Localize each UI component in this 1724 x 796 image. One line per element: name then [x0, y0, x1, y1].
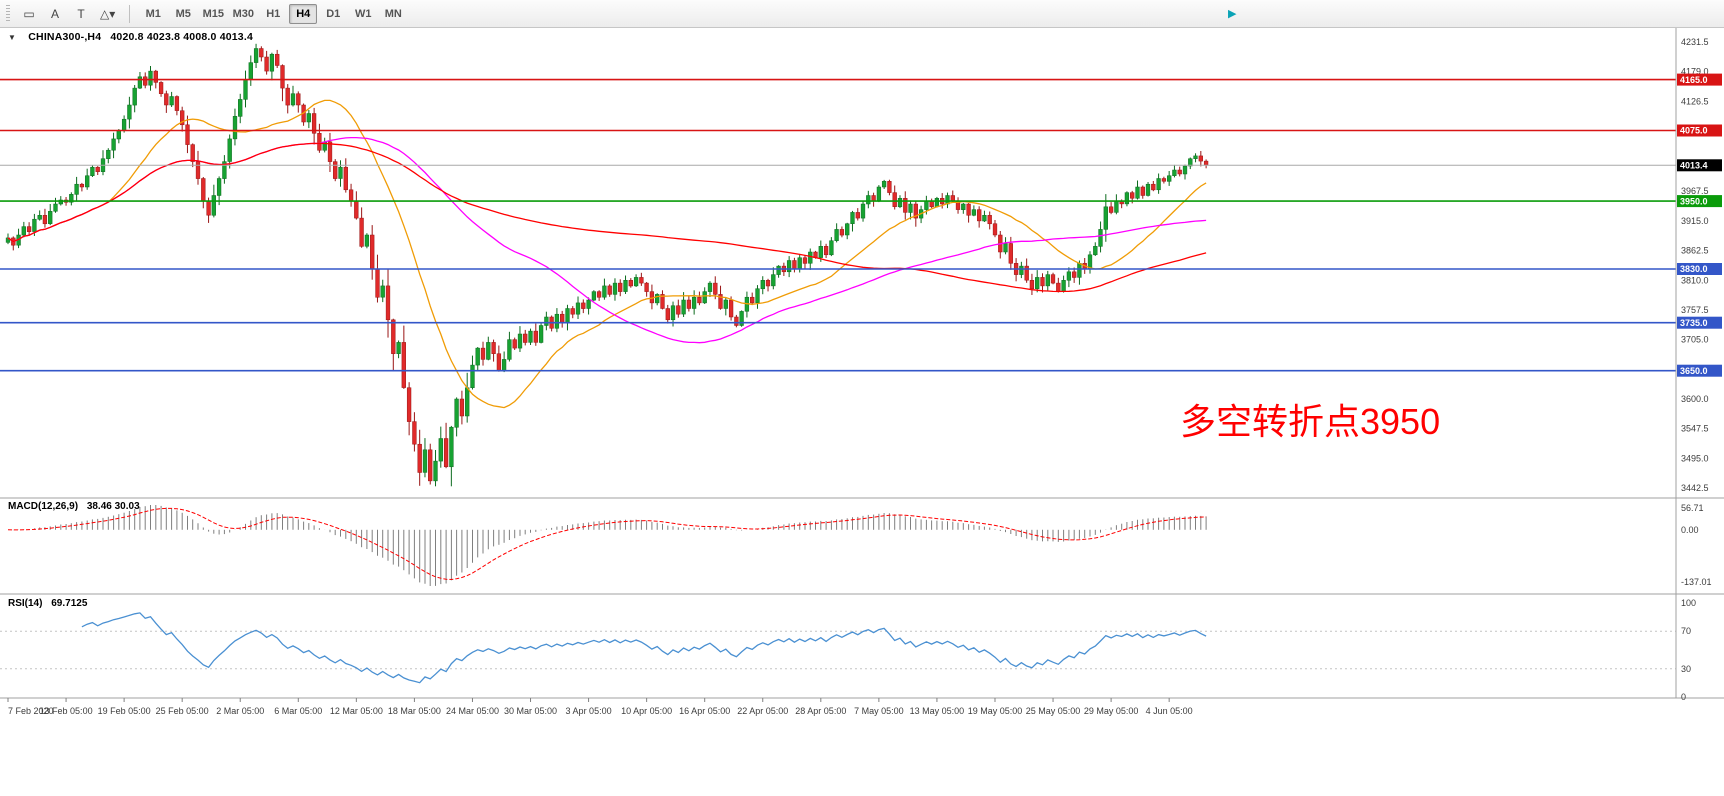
symbol-period-label: CHINA300-,H4 [28, 31, 102, 43]
toolbar-grip[interactable] [6, 4, 10, 23]
svg-text:18 Mar 05:00: 18 Mar 05:00 [388, 706, 441, 716]
svg-text:28 Apr 05:00: 28 Apr 05:00 [795, 706, 846, 716]
svg-text:13 May 05:00: 13 May 05:00 [910, 706, 965, 716]
text-tool-icon[interactable]: A [43, 3, 67, 25]
svg-text:22 Apr 05:00: 22 Apr 05:00 [737, 706, 788, 716]
drawing-tools-group: ▭ A T △▾ [16, 3, 121, 25]
macd-indicator-label: MACD(12,26,9) 38.46 30.03 [8, 501, 140, 512]
rsi-value: 69.7125 [51, 598, 88, 609]
svg-text:7 Feb 2020: 7 Feb 2020 [8, 706, 54, 716]
chart-ohlc-header: ▼ CHINA300-,H4 4020.8 4023.8 4008.0 4013… [8, 31, 253, 43]
tf-button-h4[interactable]: H4 [289, 3, 318, 24]
svg-text:16 Apr 05:00: 16 Apr 05:00 [679, 706, 730, 716]
rsi-indicator-label: RSI(14) 69.7125 [8, 598, 87, 609]
svg-text:19 Feb 05:00: 19 Feb 05:00 [98, 706, 151, 716]
rsi-levels [0, 630, 1676, 670]
svg-text:4126.5: 4126.5 [1681, 96, 1709, 106]
svg-text:3862.5: 3862.5 [1681, 246, 1709, 256]
toolbar-separator [129, 4, 131, 23]
svg-text:3757.5: 3757.5 [1681, 305, 1709, 315]
shapes-tool-icon[interactable]: △▾ [95, 3, 120, 25]
rsi-name: RSI(14) [8, 598, 43, 609]
svg-text:0: 0 [1681, 692, 1686, 702]
macd-name: MACD(12,26,9) [8, 501, 79, 512]
svg-text:30 Mar 05:00: 30 Mar 05:00 [504, 706, 557, 716]
svg-text:4013.4: 4013.4 [1680, 160, 1708, 170]
svg-text:0.00: 0.00 [1681, 525, 1699, 535]
svg-text:29 May 05:00: 29 May 05:00 [1084, 706, 1139, 716]
macd-axis[interactable]: 56.71 0.00 -137.01 [1681, 503, 1712, 587]
price-badge-3830.0: 3830.0 [1677, 263, 1722, 275]
tf-button-m1[interactable]: M1 [139, 4, 167, 24]
tf-button-m5[interactable]: M5 [169, 4, 197, 24]
svg-text:56.71: 56.71 [1681, 503, 1704, 513]
svg-text:4075.0: 4075.0 [1680, 126, 1708, 136]
svg-text:3810.0: 3810.0 [1681, 275, 1709, 285]
tf-button-d1[interactable]: D1 [319, 4, 347, 24]
svg-text:7 May 05:00: 7 May 05:00 [854, 706, 904, 716]
price-badge-4075.0: 4075.0 [1677, 124, 1722, 137]
price-axis[interactable]: 4231.5 4179.0 4126.5 3967.5 3915.0 3862.5 3810… [1681, 37, 1709, 493]
svg-text:3705.0: 3705.0 [1681, 335, 1709, 345]
svg-text:3600.0: 3600.0 [1681, 394, 1709, 404]
tf-button-m30[interactable]: M30 [229, 4, 257, 24]
svg-text:3967.5: 3967.5 [1681, 186, 1709, 196]
svg-text:12 Mar 05:00: 12 Mar 05:00 [330, 706, 383, 716]
price-badge-3650.0: 3650.0 [1677, 364, 1722, 377]
timeframe-buttons-group: M1 M5 M15 M30 H1 H4 D1 W1 MN [138, 3, 408, 24]
svg-text:100: 100 [1681, 598, 1696, 608]
ma-fast-line [7, 99, 1207, 409]
chart-text-annotation[interactable]: 多空转折点3950 [1180, 401, 1441, 442]
svg-text:3547.5: 3547.5 [1681, 424, 1709, 434]
svg-text:3735.0: 3735.0 [1680, 318, 1708, 328]
svg-text:30: 30 [1681, 664, 1691, 674]
ma-slow-line [7, 142, 1207, 293]
price-badge-3950.0: 3950.0 [1677, 195, 1722, 208]
tf-button-mn[interactable]: MN [379, 4, 407, 24]
svg-text:13 Feb 05:00: 13 Feb 05:00 [40, 706, 93, 716]
panel-frame [0, 28, 1724, 699]
svg-text:-137.01: -137.01 [1681, 577, 1712, 587]
tf-button-m15[interactable]: M15 [199, 4, 227, 24]
price-chart-canvas[interactable]: 4231.5 4179.0 4126.5 3967.5 3915.0 3862.5 3810… [0, 28, 1724, 728]
svg-text:3495.0: 3495.0 [1681, 453, 1709, 463]
candles-layer [5, 43, 1209, 487]
price-badge-3735.0: 3735.0 [1677, 316, 1722, 329]
ohlc-values: 4020.8 4023.8 4008.0 4013.4 [110, 31, 254, 43]
rsi-axis[interactable]: 100 70 30 0 [1681, 598, 1696, 702]
svg-text:25 May 05:00: 25 May 05:00 [1026, 706, 1081, 716]
svg-text:3830.0: 3830.0 [1680, 264, 1708, 274]
price-badge-4165.0: 4165.0 [1677, 73, 1722, 86]
ma-medium-line [7, 136, 1207, 344]
main-toolbar: ▭ A T △▾ M1 M5 M15 M30 H1 H4 D1 W1 MN ▶ [0, 0, 1724, 28]
tf-button-w1[interactable]: W1 [349, 4, 377, 24]
svg-text:3 Apr 05:00: 3 Apr 05:00 [566, 706, 612, 716]
tf-button-h1[interactable]: H1 [259, 4, 287, 24]
macd-histogram [12, 505, 1207, 586]
svg-text:4231.5: 4231.5 [1681, 37, 1709, 47]
selection-tool-icon[interactable]: ▭ [17, 3, 41, 25]
svg-text:10 Apr 05:00: 10 Apr 05:00 [621, 706, 672, 716]
svg-text:6 Mar 05:00: 6 Mar 05:00 [274, 706, 322, 716]
svg-text:19 May 05:00: 19 May 05:00 [968, 706, 1023, 716]
svg-text:2 Mar 05:00: 2 Mar 05:00 [216, 706, 264, 716]
svg-text:3442.5: 3442.5 [1681, 483, 1709, 493]
svg-text:25 Feb 05:00: 25 Feb 05:00 [156, 706, 209, 716]
svg-text:24 Mar 05:00: 24 Mar 05:00 [446, 706, 499, 716]
chart-shift-icon[interactable]: ▶ [1228, 8, 1237, 20]
svg-text:4165.0: 4165.0 [1680, 75, 1708, 85]
svg-text:4 Jun 05:00: 4 Jun 05:00 [1146, 706, 1193, 716]
symbol-dropdown-icon[interactable]: ▼ [8, 33, 17, 42]
svg-text:4179.0: 4179.0 [1681, 67, 1709, 77]
svg-text:70: 70 [1681, 626, 1691, 636]
macd-values: 38.46 30.03 [86, 501, 140, 512]
macd-signal-line [7, 507, 1207, 581]
svg-text:3915.0: 3915.0 [1681, 216, 1709, 226]
rsi-line [81, 612, 1207, 684]
text-label-tool-icon[interactable]: T [69, 3, 93, 25]
svg-text:3950.0: 3950.0 [1680, 196, 1708, 206]
svg-text:3650.0: 3650.0 [1680, 366, 1708, 376]
current-price-badge: 4013.4 [1677, 159, 1722, 172]
